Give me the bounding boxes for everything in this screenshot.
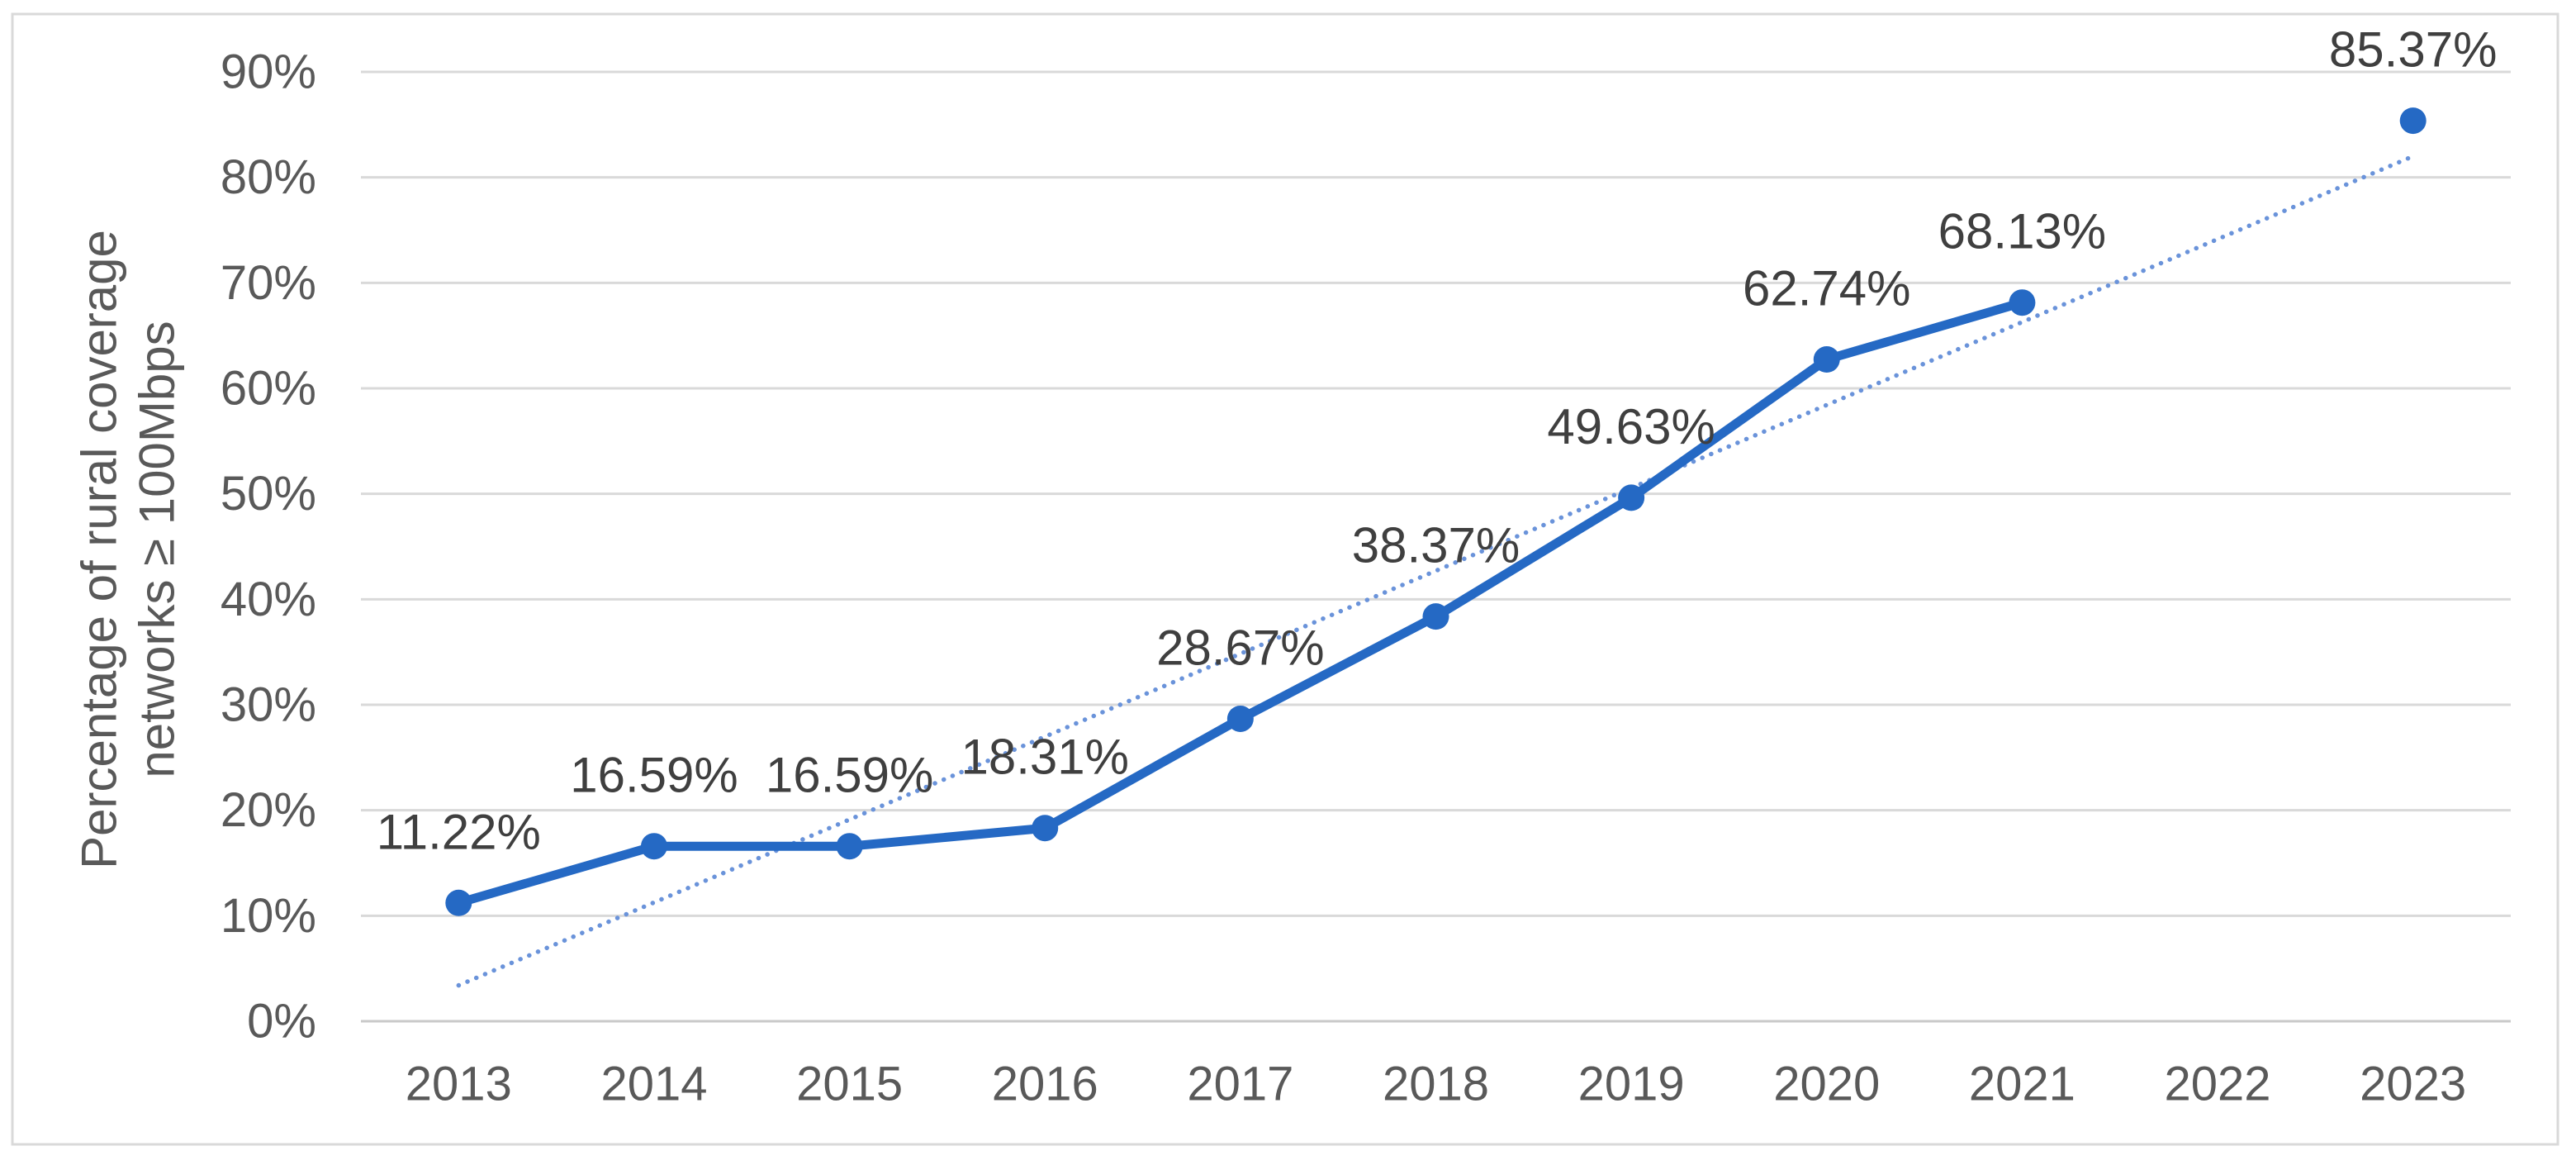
- chart-border: [11, 12, 2559, 1146]
- data-point-marker: [1032, 815, 1059, 842]
- data-point-label: 16.59%: [766, 748, 934, 803]
- data-point-label: 28.67%: [1156, 620, 1325, 675]
- y-tick-label: 40%: [221, 573, 316, 626]
- data-point-marker: [640, 833, 667, 860]
- data-point-marker: [2399, 107, 2427, 135]
- x-tick-label: 2013: [406, 1058, 512, 1111]
- data-point-label: 62.74%: [1743, 261, 1911, 316]
- y-tick-label: 50%: [221, 467, 316, 521]
- data-point-label: 85.37%: [2329, 22, 2498, 78]
- data-point-label: 38.37%: [1352, 518, 1520, 573]
- data-point-marker: [1813, 346, 1840, 373]
- x-tick-label: 2017: [1187, 1058, 1293, 1111]
- y-axis-title-line: networks ≥ 100Mbps: [130, 321, 185, 777]
- x-tick-label: 2018: [1383, 1058, 1489, 1111]
- x-tick-label: 2023: [2360, 1058, 2466, 1111]
- data-point-marker: [1422, 603, 1449, 630]
- y-tick-label: 80%: [221, 150, 316, 204]
- y-tick-label: 10%: [221, 889, 316, 943]
- data-point-label: 16.59%: [570, 748, 738, 803]
- y-tick-label: 20%: [221, 783, 316, 837]
- x-tick-label: 2019: [1578, 1058, 1685, 1111]
- x-tick-label: 2015: [796, 1058, 903, 1111]
- series-line: [453, 297, 2027, 908]
- data-point-marker: [1618, 484, 1645, 511]
- data-point-label: 68.13%: [1938, 204, 2107, 259]
- y-axis-title-line: Percentage of rural coverage: [72, 230, 127, 869]
- y-tick-label: 60%: [221, 362, 316, 416]
- y-tick-label: 70%: [221, 256, 316, 310]
- x-tick-label: 2020: [1773, 1058, 1880, 1111]
- x-tick-label: 2022: [2165, 1058, 2271, 1111]
- data-point-marker: [2009, 289, 2036, 316]
- y-tick-label: 0%: [247, 995, 316, 1048]
- data-point-marker: [445, 889, 472, 916]
- x-tick-label: 2014: [600, 1058, 707, 1111]
- data-point-label: 49.63%: [1547, 399, 1715, 454]
- y-tick-label: 30%: [221, 678, 316, 732]
- x-tick-label: 2021: [1969, 1058, 2076, 1111]
- y-tick-label: 90%: [221, 45, 316, 99]
- data-point-label: 11.22%: [377, 804, 541, 859]
- data-point-label: 18.31%: [961, 730, 1129, 785]
- data-point-marker: [836, 833, 863, 860]
- data-point-marker: [1226, 705, 1254, 732]
- x-tick-label: 2016: [992, 1058, 1098, 1111]
